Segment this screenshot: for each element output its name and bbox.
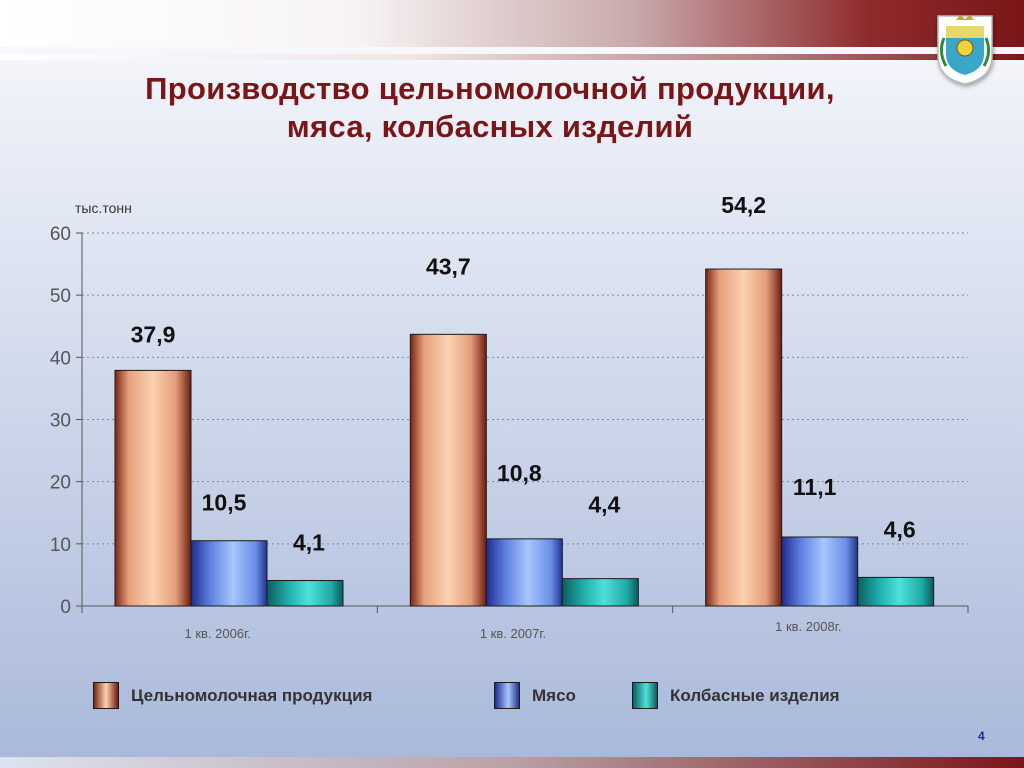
data-label: 10,5: [202, 490, 247, 516]
legend-item-sausage: Колбасные изделия: [632, 682, 840, 709]
title-line-2: мяса, колбасных изделий: [286, 109, 694, 144]
y-tick-label: 0: [60, 597, 71, 618]
y-tick-label: 30: [50, 411, 71, 432]
data-label: 11,1: [793, 474, 837, 500]
bar-sausage: [857, 576, 935, 607]
bar-meat: [485, 538, 563, 607]
data-label: 10,8: [497, 460, 542, 486]
data-label: 43,7: [426, 253, 471, 279]
bar-meat: [190, 540, 268, 607]
legend-label-milk: Цельномолочная продукция: [131, 685, 373, 705]
slide-title: Производство цельномолочной продукции, м…: [40, 70, 940, 146]
title-line-1: Производство цельномолочной продукции,: [145, 71, 835, 106]
bar-sausage: [561, 578, 639, 607]
bar-meat: [781, 536, 859, 607]
x-category-label: 1 кв. 2007г.: [480, 626, 546, 641]
data-label: 4,6: [884, 516, 916, 542]
legend-item-meat: Мясо: [494, 682, 576, 709]
header-band: [0, 0, 1024, 47]
coat-of-arms-icon: [937, 15, 993, 85]
y-tick-label: 50: [50, 286, 71, 307]
legend-swatch-milk: [93, 682, 119, 709]
legend-swatch-sausage: [632, 682, 658, 709]
bar-milk: [705, 268, 783, 607]
footer-band: [0, 757, 1024, 768]
data-label: 37,9: [131, 321, 176, 347]
page-number: 4: [978, 729, 985, 743]
y-tick-label: 60: [50, 224, 71, 245]
header-rule: [0, 54, 1024, 60]
bar-sausage: [266, 580, 344, 607]
y-tick-label: 10: [50, 535, 71, 556]
data-label: 54,2: [721, 192, 766, 218]
x-category-label: 1 кв. 2008г.: [775, 619, 841, 634]
bar-milk: [114, 369, 192, 607]
legend-label-sausage: Колбасные изделия: [670, 685, 840, 705]
y-tick-label: 40: [50, 348, 71, 369]
bar-milk: [409, 333, 487, 607]
data-label: 4,4: [588, 492, 620, 518]
legend-item-milk: Цельномолочная продукция: [93, 682, 372, 709]
y-tick-label: 20: [50, 473, 71, 494]
y-axis-unit: тыс.тонн: [75, 200, 132, 216]
x-category-label: 1 кв. 2006г.: [184, 626, 250, 641]
legend-swatch-meat: [494, 682, 520, 709]
data-label: 4,1: [293, 530, 325, 556]
legend-label-meat: Мясо: [532, 685, 576, 705]
